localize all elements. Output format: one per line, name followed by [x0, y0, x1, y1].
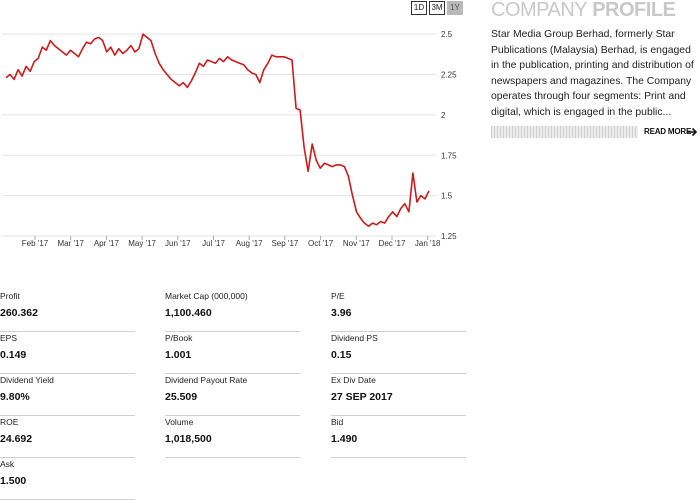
- read-more-row: READ MORE: [491, 126, 700, 138]
- x-tick-label: Sep '17: [271, 239, 298, 248]
- stat-ask: Ask 1.500: [0, 457, 135, 500]
- x-tick-label: Feb '17: [22, 239, 49, 248]
- stat-label: Profit: [0, 291, 20, 301]
- stat-value: 260.362: [0, 307, 38, 319]
- hatch-divider: [491, 126, 638, 138]
- stat-ex-div-date: Ex Div Date 27 SEP 2017: [331, 373, 466, 416]
- arrow-right-icon[interactable]: [686, 126, 698, 138]
- price-chart: 2.5 2.25 2 1.75 1.5 1.25 Feb '17 Mar '17 Apr '17…: [2, 30, 457, 248]
- stat-label: Volume: [165, 417, 194, 427]
- range-tab-1d[interactable]: 1D: [411, 1, 427, 15]
- stat-pe: P/E 3.96: [331, 289, 466, 332]
- range-selector: 1D 3M 1Y: [411, 1, 463, 15]
- stat-label: EPS: [0, 333, 18, 343]
- price-series-line: [5, 33, 430, 228]
- profile-title-bold: Profile: [592, 0, 676, 21]
- y-tick-label: 1.25: [441, 232, 457, 241]
- stat-value: 3.96: [331, 307, 352, 319]
- y-tick-label: 1.5: [441, 192, 453, 201]
- stat-market-cap: Market Cap (000,000) 1,100.460: [165, 289, 300, 332]
- stat-eps: EPS 0.149: [0, 331, 135, 374]
- x-tick-label: May '17: [128, 239, 156, 248]
- profile-title-light: Company: [491, 0, 588, 21]
- stat-value: 0.15: [331, 349, 352, 361]
- stat-dividend-ps: Dividend PS 0.15: [331, 331, 466, 374]
- range-tab-3m[interactable]: 3M: [429, 1, 445, 15]
- stat-p-book: P/Book 1.001: [165, 331, 300, 374]
- stat-value: 24.692: [0, 433, 33, 445]
- stat-label: Market Cap (000,000): [165, 291, 248, 301]
- stat-bid: Bid 1.490: [331, 415, 466, 458]
- x-tick-label: Jun '17: [165, 239, 191, 248]
- stat-dividend-payout-rate: Dividend Payout Rate 25.509: [165, 373, 300, 416]
- x-tick-label: Dec '17: [379, 239, 406, 248]
- x-tick-label: Jul '17: [202, 239, 225, 248]
- x-tick-label: Apr '17: [94, 239, 120, 248]
- stat-roe: ROE 24.692: [0, 415, 135, 458]
- stat-value: 0.149: [0, 349, 27, 361]
- stat-value: 9.80%: [0, 391, 30, 403]
- x-tick-label: Aug '17: [236, 239, 263, 248]
- read-more-link[interactable]: READ MORE: [644, 127, 692, 136]
- stat-label: Bid: [331, 417, 344, 427]
- stat-label: Ask: [0, 459, 15, 469]
- stat-label: Dividend PS: [331, 333, 378, 343]
- y-tick-label: 2.5: [441, 30, 453, 39]
- range-tab-1y[interactable]: 1Y: [447, 1, 463, 15]
- stat-label: Dividend Yield: [0, 375, 54, 385]
- stat-label: Dividend Payout Rate: [165, 375, 248, 385]
- company-profile-title: Company Profile: [491, 0, 700, 20]
- y-tick-label: 2: [441, 111, 446, 120]
- stat-profit: Profit 260.362: [0, 289, 135, 332]
- x-tick-label: Mar '17: [57, 239, 84, 248]
- y-tick-label: 2.25: [441, 71, 457, 80]
- stat-label: P/Book: [165, 333, 193, 343]
- stat-value: 1,018,500: [165, 433, 212, 445]
- stat-value: 25.509: [165, 391, 198, 403]
- stat-value: 1.500: [0, 475, 27, 487]
- stat-label: P/E: [331, 291, 345, 301]
- x-tick-label: Oct '17: [308, 239, 334, 248]
- stat-value: 1,100.460: [165, 307, 212, 319]
- stat-volume: Volume 1,018,500: [165, 415, 300, 458]
- stat-value: 27 SEP 2017: [331, 391, 393, 403]
- company-profile-panel: Company Profile Star Media Group Berhad,…: [491, 0, 700, 138]
- stat-dividend-yield: Dividend Yield 9.80%: [0, 373, 135, 416]
- y-tick-label: 1.75: [441, 151, 457, 160]
- company-description: Star Media Group Berhad, formerly Star P…: [491, 29, 694, 118]
- stat-value: 1.490: [331, 433, 358, 445]
- stat-label: Ex Div Date: [331, 375, 376, 385]
- stat-value: 1.001: [165, 349, 192, 361]
- x-tick-label: Nov '17: [343, 239, 370, 248]
- x-tick-label: Jan '18: [415, 239, 441, 248]
- stat-label: ROE: [0, 417, 19, 427]
